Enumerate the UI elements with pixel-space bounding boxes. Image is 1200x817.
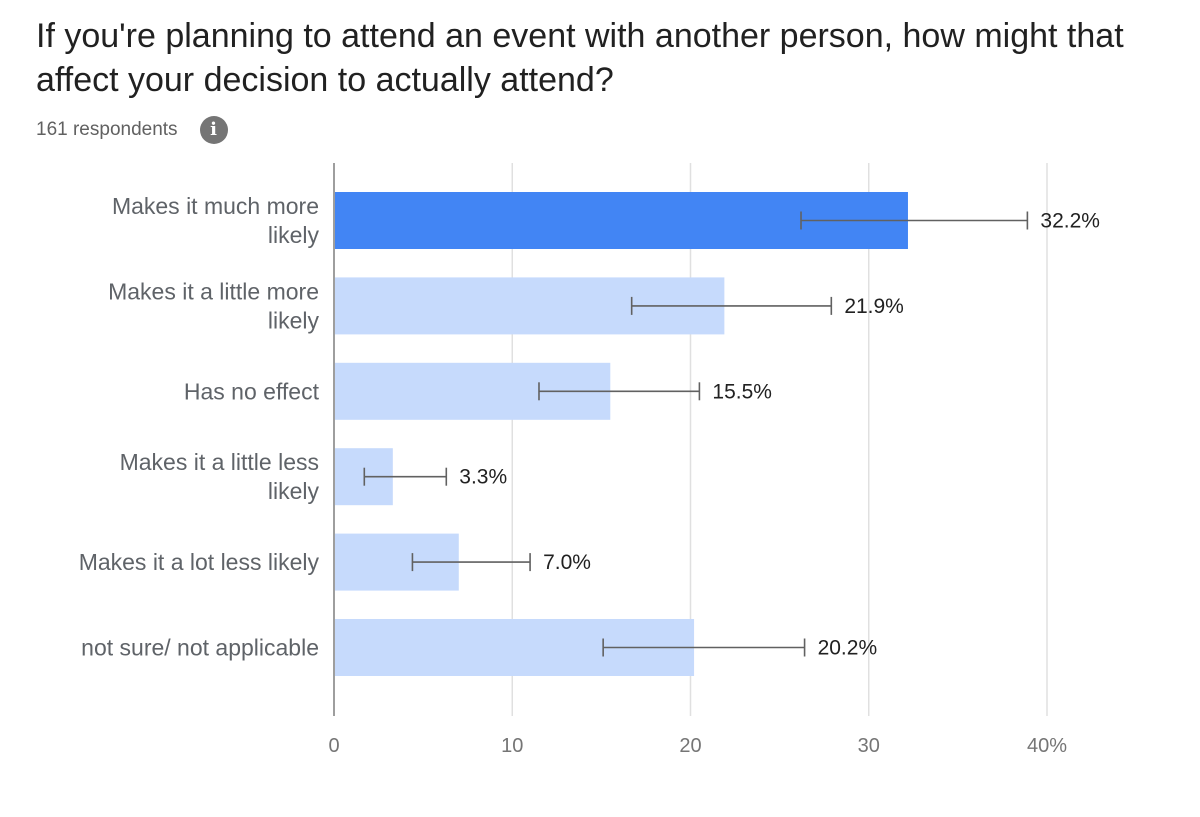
category-label: Makes it much more	[112, 193, 319, 219]
value-label: 20.2%	[818, 637, 878, 660]
x-tick-label: 40%	[1027, 735, 1067, 757]
category-label: likely	[268, 478, 320, 504]
respondent-count: 161 respondents	[36, 119, 178, 140]
chart-title: If you're planning to attend an event wi…	[36, 17, 1124, 99]
category-label: Makes it a little more	[108, 278, 319, 304]
category-label: Has no effect	[184, 378, 320, 404]
x-tick-label: 30	[858, 735, 880, 757]
x-tick-label: 10	[501, 735, 523, 757]
category-label: likely	[268, 307, 320, 333]
value-label: 7.0%	[543, 551, 591, 574]
value-label: 32.2%	[1040, 210, 1100, 233]
value-label: 21.9%	[844, 295, 904, 318]
subtitle-row: 161 respondents i	[36, 116, 228, 144]
value-label: 3.3%	[459, 466, 507, 489]
category-label: Makes it a lot less likely	[79, 549, 320, 575]
info-icon[interactable]: i	[199, 116, 228, 144]
category-label: Makes it a little less	[120, 449, 319, 475]
x-tick-label: 0	[328, 735, 339, 757]
category-label: not sure/ not applicable	[81, 635, 319, 661]
x-tick-label: 20	[679, 735, 701, 757]
value-label: 15.5%	[712, 380, 772, 403]
category-label: likely	[268, 222, 320, 248]
